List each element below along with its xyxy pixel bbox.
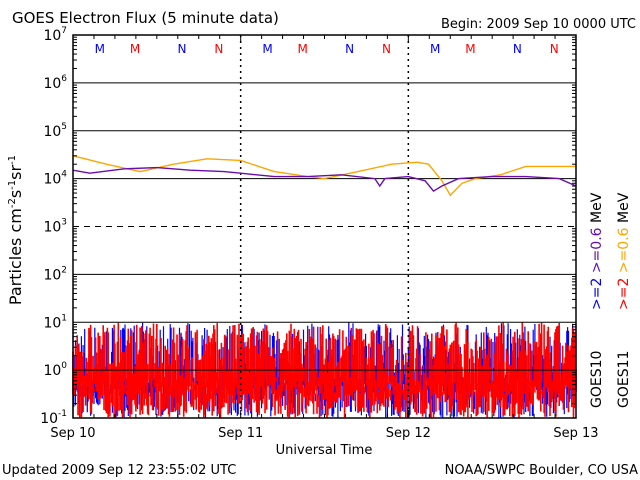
local-time-marker: M	[262, 42, 272, 56]
x-axis-label: Universal Time	[276, 443, 373, 458]
local-time-marker: M	[95, 42, 105, 56]
local-time-marker: N	[382, 42, 391, 56]
local-time-marker: M	[430, 42, 440, 56]
local-time-marker: N	[214, 42, 223, 56]
legend-goes10: GOES10	[589, 351, 605, 408]
y-tick-label: 107	[43, 26, 67, 44]
y-axis-label: Particles cm-2s-1sr-1	[6, 155, 25, 305]
legend-goes11-energies: >=2 >=0.6 MeV	[616, 192, 632, 310]
local-time-marker: N	[345, 42, 354, 56]
legend: >=2 >=0.6 MeV >=2 >=0.6 MeV GOES10 GOES1…	[589, 192, 632, 408]
local-time-marker: N	[513, 42, 522, 56]
local-time-marker: N	[550, 42, 559, 56]
y-tick-label: 100	[43, 361, 67, 379]
x-tick-label: Sep 10	[50, 426, 95, 441]
y-tick-label: 104	[43, 170, 67, 188]
x-tick-label: Sep 11	[218, 426, 263, 441]
x-tick-label: Sep 12	[386, 426, 431, 441]
local-time-marker: M	[130, 42, 140, 56]
series-goes10-0-6mev	[72, 166, 577, 193]
y-tick-label: 106	[43, 74, 67, 92]
x-tick-label: Sep 13	[553, 426, 598, 441]
local-time-marker: M	[465, 42, 475, 56]
y-tick-label: 10-1	[40, 409, 67, 427]
y-tick-label: 103	[43, 218, 67, 236]
legend-goes10-energies: >=2 >=0.6 MeV	[589, 192, 605, 310]
begin-label: Begin: 2009 Sep 10 0000 UTC	[441, 17, 636, 32]
chart-title: GOES Electron Flux (5 minute data)	[12, 9, 279, 27]
y-tick-label: 102	[43, 265, 67, 283]
updated-timestamp: Updated 2009 Sep 12 23:55:02 UTC	[2, 463, 236, 478]
legend-goes11: GOES11	[616, 351, 632, 408]
y-tick-label: 105	[43, 122, 67, 140]
local-time-marker: N	[177, 42, 186, 56]
source-credit: NOAA/SWPC Boulder, CO USA	[445, 463, 638, 478]
y-tick-label: 101	[43, 313, 67, 331]
local-time-marker: M	[298, 42, 308, 56]
